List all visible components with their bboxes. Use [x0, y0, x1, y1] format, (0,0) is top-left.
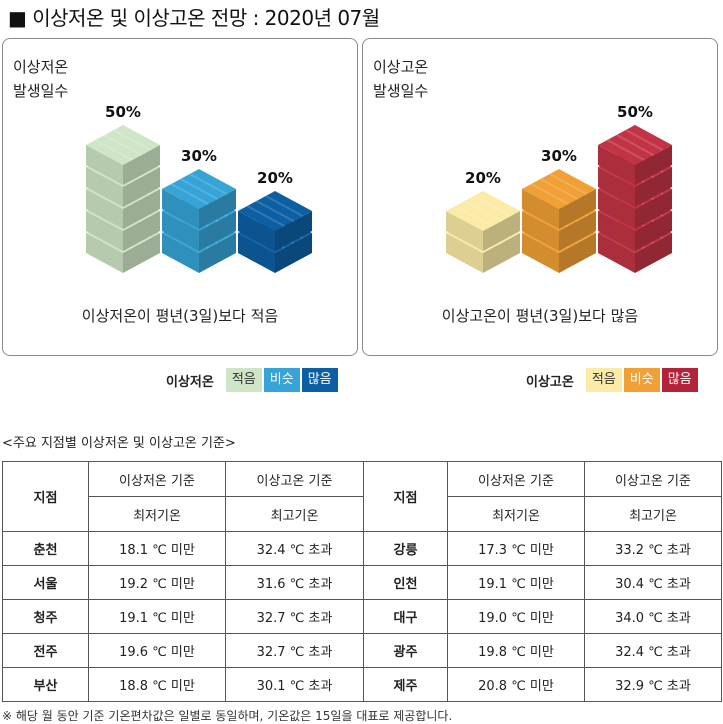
- cold-legend-chip-similar: 비슷: [263, 368, 300, 392]
- cold-threshold: 20.8 ℃ 미만: [447, 667, 585, 702]
- bar-value-label: 50%: [617, 103, 653, 121]
- bar-많음: [238, 191, 312, 273]
- hot-chart-label: 이상고온 발생일수: [373, 55, 428, 103]
- hot-chart: 20% 30% 50%: [446, 103, 672, 273]
- hot-threshold: 30.1 ℃ 초과: [225, 667, 364, 702]
- cold-threshold: 19.2 ℃ 미만: [88, 565, 226, 600]
- header-cold-basis-left: 이상저온 기준: [88, 461, 226, 497]
- header-max-temp-right: 최고기온: [584, 496, 722, 532]
- bar-value-label: 50%: [105, 103, 141, 121]
- hot-threshold: 31.6 ℃ 초과: [225, 565, 364, 600]
- cold-chart-label-line-1: 이상저온: [13, 58, 69, 76]
- page-title: ■ 이상저온 및 이상고온 전망 : 2020년 07월: [8, 6, 380, 30]
- station-name: 대구: [363, 599, 448, 634]
- cold-chart-label: 이상저온 발생일수: [13, 55, 68, 103]
- header-station-right: 지점: [363, 461, 448, 532]
- header-min-temp-left: 최저기온: [88, 496, 226, 532]
- header-hot-basis-right: 이상고온 기준: [584, 461, 722, 497]
- header-station-left: 지점: [2, 461, 89, 532]
- station-name: 제주: [363, 667, 448, 702]
- hot-threshold: 32.4 ℃ 초과: [584, 633, 722, 668]
- table-subtitle: <주요 지점별 이상저온 및 이상고온 기준>: [2, 436, 236, 451]
- station-name: 강릉: [363, 531, 448, 566]
- cold-threshold: 18.1 ℃ 미만: [88, 531, 226, 566]
- station-name: 인천: [363, 565, 448, 600]
- hot-chart-label-line-2: 발생일수: [373, 82, 429, 100]
- hot-threshold: 32.7 ℃ 초과: [225, 599, 364, 634]
- station-name: 전주: [2, 633, 89, 668]
- hot-chart-panel: 20% 30% 50% 이상고온 발생일수 이상고온이 평년(3일)보다 많음: [362, 38, 718, 356]
- table-row: 춘천 18.1 ℃ 미만 32.4 ℃ 초과 강릉 17.3 ℃ 미만 33.2…: [2, 531, 722, 566]
- cold-legend-chip-few: 적음: [225, 368, 262, 392]
- hot-threshold: 32.4 ℃ 초과: [225, 531, 364, 566]
- cold-threshold: 19.1 ℃ 미만: [447, 565, 585, 600]
- header-max-temp-left: 최고기온: [225, 496, 364, 532]
- cold-chart-caption: 이상저온이 평년(3일)보다 적음: [81, 307, 279, 325]
- hot-legend-chip-many: 많음: [661, 368, 698, 392]
- table-row: 서울 19.2 ℃ 미만 31.6 ℃ 초과 인천 19.1 ℃ 미만 30.4…: [2, 565, 722, 600]
- bar-value-label: 20%: [465, 169, 501, 187]
- bar-slab: [598, 125, 672, 185]
- cold-chart: 50% 30% 20%: [86, 103, 312, 273]
- cold-chart-panel: 50% 30% 20% 이상저온 발생일수 이상저온이 평년(3일)보다 적음: [2, 38, 358, 356]
- table-row: 부산 18.8 ℃ 미만 30.1 ℃ 초과 제주 20.8 ℃ 미만 32.9…: [2, 667, 722, 702]
- cold-legend-name: 이상저온: [166, 374, 214, 390]
- table-footnote: ※ 해당 월 동안 기준 기온편차값은 일별로 동일하며, 기온값은 15일을 …: [2, 709, 453, 723]
- bar-value-label: 30%: [181, 147, 217, 165]
- bar-비슷: [522, 169, 596, 273]
- cold-threshold: 19.8 ℃ 미만: [447, 633, 585, 668]
- hot-threshold: 32.9 ℃ 초과: [584, 667, 722, 702]
- station-name: 청주: [2, 599, 89, 634]
- bar-slab: [86, 125, 160, 185]
- hot-chart-caption: 이상고온이 평년(3일)보다 많음: [441, 307, 639, 325]
- bar-slab: [522, 169, 596, 229]
- cold-threshold: 19.1 ℃ 미만: [88, 599, 226, 634]
- header-hot-basis-left: 이상고온 기준: [225, 461, 364, 497]
- table-row: 전주 19.6 ℃ 미만 32.7 ℃ 초과 광주 19.8 ℃ 미만 32.4…: [2, 633, 722, 668]
- cold-chart-label-line-2: 발생일수: [13, 82, 69, 100]
- hot-legend: 이상고온 적음 비슷 많음: [526, 368, 698, 392]
- station-name: 서울: [2, 565, 89, 600]
- hot-chart-label-line-1: 이상고온: [373, 58, 429, 76]
- station-criteria-table: 지점 이상저온 기준 이상고온 기준 지점 이상저온 기준 이상고온 기준 최저…: [2, 461, 722, 702]
- header-cold-basis-right: 이상저온 기준: [447, 461, 585, 497]
- hot-legend-chip-similar: 비슷: [623, 368, 660, 392]
- bar-비슷: [162, 169, 236, 273]
- hot-legend-chip-few: 적음: [585, 368, 622, 392]
- cold-threshold: 17.3 ℃ 미만: [447, 531, 585, 566]
- cold-legend-chip-many: 많음: [301, 368, 338, 392]
- cold-threshold: 18.8 ℃ 미만: [88, 667, 226, 702]
- hot-threshold: 33.2 ℃ 초과: [584, 531, 722, 566]
- hot-threshold: 34.0 ℃ 초과: [584, 599, 722, 634]
- station-name: 광주: [363, 633, 448, 668]
- cold-legend: 이상저온 적음 비슷 많음: [166, 368, 338, 392]
- hot-legend-name: 이상고온: [526, 374, 574, 390]
- bar-slab: [446, 191, 520, 251]
- cold-threshold: 19.6 ℃ 미만: [88, 633, 226, 668]
- hot-threshold: 30.4 ℃ 초과: [584, 565, 722, 600]
- bar-적음: [446, 191, 520, 273]
- station-name: 부산: [2, 667, 89, 702]
- header-min-temp-right: 최저기온: [447, 496, 585, 532]
- bar-적음: [86, 125, 160, 273]
- bar-slab: [238, 191, 312, 251]
- cold-threshold: 19.0 ℃ 미만: [447, 599, 585, 634]
- bar-value-label: 30%: [541, 147, 577, 165]
- station-name: 춘천: [2, 531, 89, 566]
- bar-value-label: 20%: [257, 169, 293, 187]
- table-row: 청주 19.1 ℃ 미만 32.7 ℃ 초과 대구 19.0 ℃ 미만 34.0…: [2, 599, 722, 634]
- bar-많음: [598, 125, 672, 273]
- hot-threshold: 32.7 ℃ 초과: [225, 633, 364, 668]
- bar-slab: [162, 169, 236, 229]
